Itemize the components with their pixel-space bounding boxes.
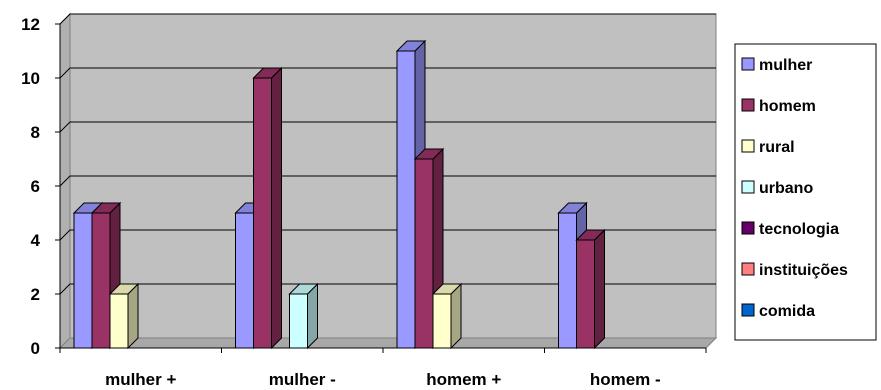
legend-swatch [741,180,755,194]
bar [288,282,319,350]
legend-label: rural [759,139,795,156]
y-axis-ticks: 0 2 4 6 8 10 12 [21,15,60,358]
legend-label: comida [759,303,815,320]
x-tick-label: homem - [590,370,661,389]
y-tick-label: 4 [31,231,41,250]
bar-front [432,293,452,349]
bar-front [289,293,308,349]
gridline [59,283,716,295]
y-tick-label: 2 [31,285,40,304]
x-axis-ticks: mulher + mulher - homem + homem - [59,348,707,389]
bar-front [109,293,129,349]
gridline [59,121,716,133]
bar-side [271,66,282,350]
bar [431,282,463,350]
x-tick-label: mulher - [269,370,336,389]
bar-front [253,77,272,349]
bar [252,66,283,350]
y-tick-label: 6 [31,177,40,196]
bar-side [450,282,462,350]
bar-front [396,50,416,349]
legend-label: instituições [759,262,848,279]
gridline [59,175,716,187]
bar [575,228,606,350]
y-tick-label: 0 [31,339,40,358]
legend-swatch [741,262,755,276]
bar-side [307,282,318,350]
bars [72,39,606,350]
legend-item: rural [741,139,795,156]
y-tick-label: 10 [21,69,40,88]
legend-item: urbano [741,180,813,197]
bar-front [576,239,595,349]
legend-item: homem [741,98,816,115]
legend-item: instituições [741,262,848,279]
bar [108,282,140,350]
legend-swatch [741,98,755,112]
legend-label: tecnologia [759,221,839,238]
legend-label: urbano [759,180,813,197]
plot-floor [58,337,718,349]
legend: mulher homem rural urbano tecnologia institui… [734,43,877,341]
gridline [59,67,716,79]
legend-item: mulher [741,57,812,74]
bar-front [91,212,111,349]
legend-item: tecnologia [741,221,839,238]
bar-side [127,282,139,350]
bar-front [558,212,577,349]
gridlines [59,13,716,295]
legend-swatch [741,57,755,71]
legend-swatch [741,221,755,235]
bar-front [235,212,254,349]
gridline [59,13,716,25]
x-tick-label: mulher + [105,370,176,389]
legend-swatch [741,139,755,153]
y-tick-label: 8 [31,123,40,142]
y-tick-label: 12 [21,15,40,34]
legend-item: comida [741,303,815,320]
legend-box [734,43,877,341]
legend-label: homem [759,98,816,115]
x-tick-label: homem + [426,370,501,389]
bar-front [414,158,434,349]
legend-label: mulher [759,57,812,74]
legend-swatch [741,303,755,317]
gridline [59,229,716,241]
bar-side [594,228,605,350]
bar-front [73,212,93,349]
